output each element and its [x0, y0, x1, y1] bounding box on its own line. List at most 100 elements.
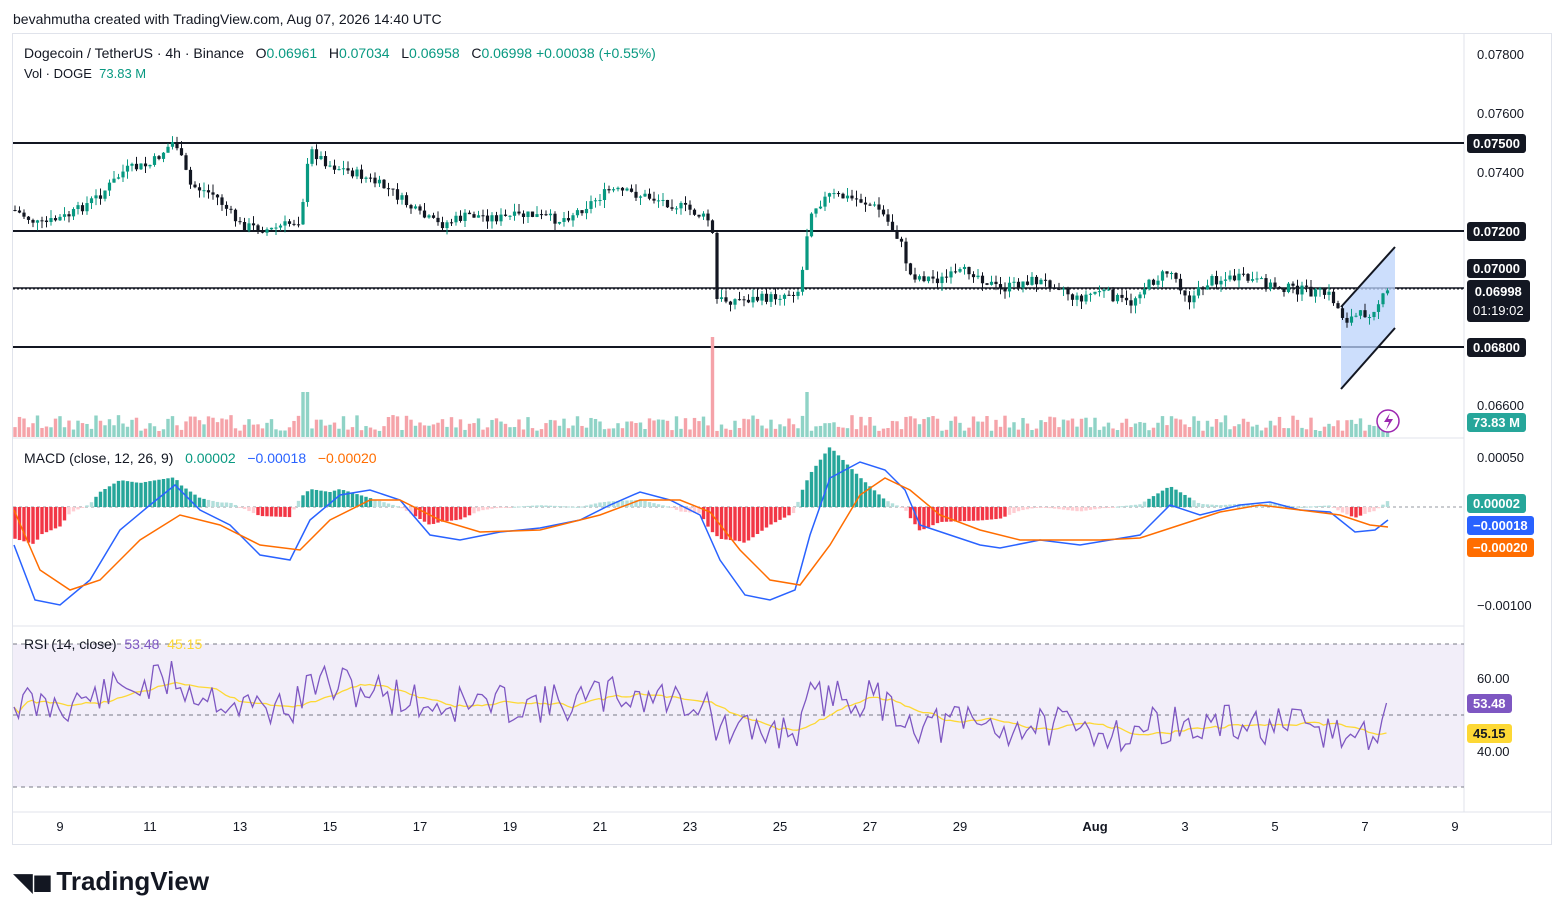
- macd-signal-tag: −0.00020: [1467, 538, 1534, 557]
- macd-hist-bar: [62, 507, 67, 521]
- macd-hist-bar: [296, 500, 301, 507]
- volume-bar: [602, 429, 607, 437]
- macd-hist-bar: [1291, 506, 1295, 508]
- candle-body: [791, 294, 796, 296]
- candle-body: [971, 274, 976, 278]
- macd-hist-bar: [148, 481, 152, 507]
- macd-hist-bar: [413, 507, 418, 517]
- volume-bar: [791, 424, 796, 437]
- time-axis-label: 11: [143, 819, 157, 834]
- candle-body: [395, 189, 400, 200]
- volume-bar: [49, 427, 53, 437]
- macd-hist-bar: [737, 507, 742, 542]
- volume-bar: [188, 416, 193, 437]
- volume-bar: [1093, 417, 1097, 437]
- candle-body: [364, 177, 368, 179]
- macd-hist-bar: [692, 507, 697, 513]
- volume-bar: [773, 428, 778, 437]
- symbol-legend[interactable]: Dogecoin / TetherUS · 4h · Binance O0.06…: [24, 45, 656, 61]
- logo-text: TradingView: [56, 866, 210, 896]
- time-axis-label: 25: [772, 819, 788, 834]
- open-label: O: [255, 45, 267, 61]
- level-tag-0700: 0.07000: [1467, 259, 1526, 278]
- macd-hist-bar: [1169, 486, 1174, 507]
- macd-hist-bar: [1160, 490, 1165, 507]
- candle-body: [85, 203, 89, 212]
- macd-hist-bar: [1385, 501, 1390, 507]
- volume-bar: [202, 424, 206, 437]
- macd-hist-bar: [733, 507, 737, 541]
- volume-bar: [931, 416, 935, 437]
- macd-hist-bar: [139, 482, 143, 507]
- candle-body: [485, 215, 490, 222]
- volume-bar: [1358, 418, 1363, 437]
- volume-bar: [40, 427, 44, 437]
- macd-hist-bar: [116, 480, 121, 507]
- candle-body: [467, 212, 472, 215]
- volume-bar: [148, 423, 152, 437]
- macd-hist-bar: [305, 491, 310, 507]
- macd-hist-bar: [539, 505, 544, 507]
- macd-hist-bar: [1273, 503, 1277, 507]
- candle-body: [652, 198, 656, 201]
- candle-body: [1309, 286, 1313, 297]
- volume-bar: [958, 422, 962, 437]
- candle-body: [26, 216, 31, 220]
- candle-body: [476, 215, 481, 218]
- macd-hist-bar: [1336, 507, 1340, 511]
- candle-body: [526, 211, 530, 217]
- volume-bar: [1223, 415, 1228, 437]
- macd-legend[interactable]: MACD (close, 12, 26, 9) 0.00002 −0.00018…: [24, 450, 377, 466]
- volume-bar: [625, 421, 629, 437]
- volume-bar: [976, 421, 980, 437]
- volume-bar: [1295, 419, 1300, 437]
- macd-hist-bar: [31, 507, 35, 544]
- candle-body: [1223, 279, 1228, 281]
- volume-legend[interactable]: Vol · DOGE 73.83 M: [24, 66, 146, 81]
- candle-body: [764, 293, 769, 302]
- candle-body: [449, 222, 454, 224]
- volume-bar: [76, 420, 80, 437]
- volume-bar: [274, 429, 278, 437]
- macd-hist-bar: [278, 507, 283, 517]
- candle-body: [238, 221, 242, 223]
- candle-body: [1034, 276, 1039, 285]
- candle-body: [521, 213, 526, 217]
- rsi-legend[interactable]: RSI (14, close) 53.48 45.15: [24, 636, 202, 652]
- volume-bar: [647, 418, 652, 437]
- macd-hist-bar: [485, 507, 490, 510]
- volume-bar: [751, 415, 755, 437]
- macd-hist-bar: [319, 490, 323, 507]
- volume-bar: [1129, 427, 1133, 437]
- macd-axis-label: 0.00050: [1477, 450, 1524, 465]
- candle-body: [323, 156, 328, 167]
- macd-line: [13, 461, 1389, 606]
- volume-bar: [1241, 418, 1246, 437]
- macd-hist-bar: [517, 506, 521, 508]
- candle-body: [593, 200, 598, 202]
- macd-hist-bar: [1061, 507, 1066, 510]
- macd-hist-bar: [940, 507, 944, 522]
- volume-bar: [1160, 416, 1165, 437]
- candle-body: [647, 193, 652, 199]
- level-tag-0720: 0.07200: [1467, 222, 1526, 241]
- volume-bar: [418, 422, 422, 437]
- lightning-icon[interactable]: [1376, 409, 1400, 433]
- candle-body: [832, 193, 836, 195]
- volume-bar: [589, 417, 593, 437]
- candle-body: [904, 241, 908, 264]
- candle-body: [634, 191, 638, 198]
- macd-hist-bar: [499, 507, 503, 508]
- macd-hist-bar: [845, 464, 850, 507]
- macd-hist-bar: [35, 507, 40, 540]
- candle-body: [1021, 281, 1025, 288]
- volume-bar: [890, 420, 895, 437]
- volume-bar: [823, 423, 827, 437]
- macd-hist-bar: [112, 483, 116, 507]
- volume-bar: [868, 417, 872, 437]
- macd-hist-bar: [814, 465, 818, 507]
- volume-bar: [697, 421, 701, 437]
- volume-bar: [1138, 422, 1142, 437]
- candle-body: [1124, 297, 1129, 301]
